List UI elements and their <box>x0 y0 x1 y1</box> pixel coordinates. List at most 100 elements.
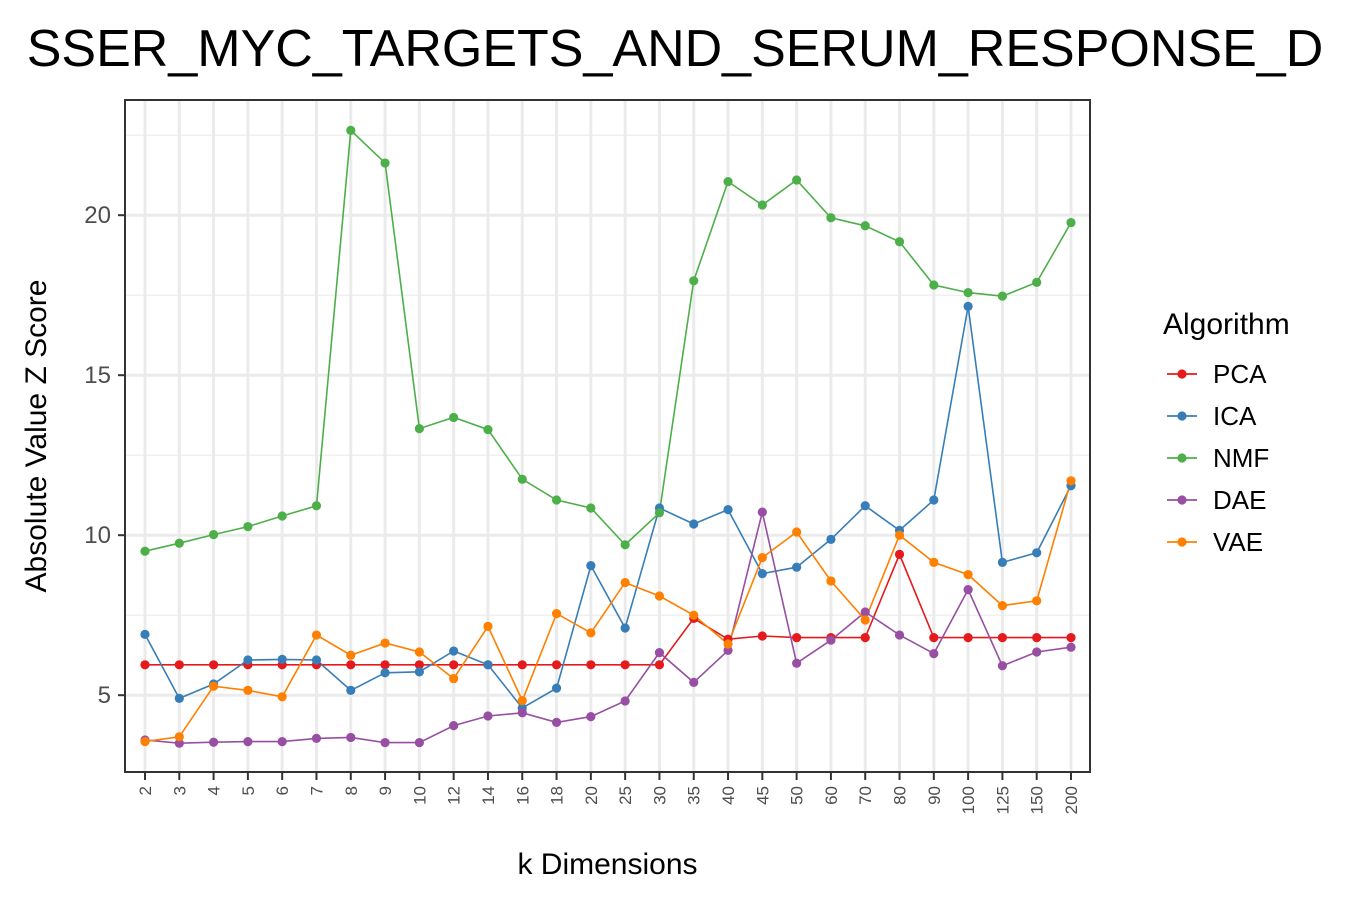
series-line-ica <box>144 306 1072 710</box>
data-point-vae <box>414 647 424 657</box>
y-axis-title: Absolute Value Z Score <box>20 280 53 593</box>
plot-panel-border <box>124 99 1091 773</box>
data-point-pca <box>414 660 424 670</box>
x-tick-label: 8 <box>342 786 361 795</box>
x-tick-label: 200 <box>1062 786 1081 814</box>
data-point-vae <box>860 615 870 625</box>
data-point-dae <box>792 658 802 668</box>
data-point-pca <box>140 660 150 670</box>
data-point-pca <box>208 660 219 670</box>
x-tick-label: 4 <box>205 786 224 795</box>
data-point-pca <box>174 660 184 670</box>
data-point-dae <box>1032 647 1042 657</box>
data-point-vae <box>277 692 287 702</box>
data-point-nmf <box>894 237 905 247</box>
x-axis-title: k Dimensions <box>517 848 697 881</box>
data-point-ica <box>826 534 836 544</box>
data-point-nmf <box>723 177 733 187</box>
data-point-pca <box>1066 633 1076 643</box>
x-tick-label: 90 <box>925 786 944 805</box>
data-point-dae <box>826 635 836 645</box>
data-point-nmf <box>311 501 322 511</box>
legend-key-point <box>1177 495 1187 505</box>
y-tick-label: 5 <box>98 682 111 709</box>
data-point-pca <box>551 660 562 670</box>
data-point-dae <box>174 738 184 748</box>
data-point-dae <box>723 645 733 656</box>
x-tick-label: 50 <box>788 786 807 805</box>
data-point-nmf <box>757 200 767 210</box>
data-point-vae <box>997 601 1008 611</box>
data-point-nmf <box>654 508 665 518</box>
data-point-ica <box>757 569 767 579</box>
legend-label-dae: DAE <box>1213 485 1266 515</box>
data-point-ica <box>551 683 562 693</box>
x-tick-label: 45 <box>753 786 772 805</box>
data-point-nmf <box>689 276 699 286</box>
data-point-vae <box>757 553 767 563</box>
x-tick-label: 100 <box>959 786 978 814</box>
data-point-nmf <box>586 503 596 513</box>
data-point-nmf <box>792 175 802 185</box>
data-point-nmf <box>929 280 939 290</box>
data-point-vae <box>894 530 905 540</box>
data-point-pca <box>860 633 870 643</box>
data-point-nmf <box>1066 217 1076 228</box>
data-point-nmf <box>1032 277 1042 287</box>
data-point-pca <box>654 660 665 670</box>
data-point-ica <box>723 505 733 515</box>
data-point-vae <box>208 681 219 691</box>
data-point-dae <box>1066 642 1076 652</box>
data-point-dae <box>449 721 459 731</box>
data-point-pca <box>997 633 1008 643</box>
data-point-dae <box>517 708 527 718</box>
legend-key-point <box>1177 369 1187 379</box>
x-tick-label: 70 <box>856 786 875 805</box>
data-point-ica <box>243 655 253 665</box>
data-point-dae <box>654 648 665 658</box>
x-tick-label: 125 <box>993 786 1012 814</box>
data-point-pca <box>346 660 356 670</box>
data-point-vae <box>689 610 699 620</box>
data-point-pca <box>380 660 390 670</box>
data-point-nmf <box>208 529 219 540</box>
data-point-vae <box>551 609 562 619</box>
chart-title: SSER_MYC_TARGETS_AND_SERUM_RESPONSE_D <box>27 20 1324 78</box>
data-point-ica <box>689 519 699 529</box>
data-point-ica <box>620 623 630 633</box>
data-point-dae <box>208 737 219 747</box>
data-point-pca <box>894 549 905 560</box>
data-point-ica <box>346 685 356 696</box>
data-point-dae <box>346 732 356 743</box>
data-point-ica <box>380 668 390 678</box>
data-point-ica <box>311 655 322 665</box>
data-point-nmf <box>620 540 630 550</box>
legend-label-vae: VAE <box>1213 527 1263 557</box>
legend-key-point <box>1177 411 1187 421</box>
data-point-pca <box>517 660 527 670</box>
x-tick-label: 35 <box>685 786 704 805</box>
data-point-vae <box>346 650 356 660</box>
data-point-pca <box>1032 633 1042 643</box>
data-point-ica <box>449 646 459 656</box>
legend-key-point <box>1177 453 1187 463</box>
x-tick-label: 2 <box>136 786 155 795</box>
x-tick-label: 25 <box>616 786 635 805</box>
x-tick-label: 80 <box>891 786 910 805</box>
data-point-pca <box>963 633 973 643</box>
data-point-vae <box>380 638 390 648</box>
data-point-vae <box>517 696 527 706</box>
data-point-nmf <box>963 288 973 298</box>
data-point-vae <box>586 628 596 638</box>
data-point-pca <box>757 631 767 641</box>
data-point-ica <box>586 561 596 571</box>
data-point-vae <box>654 591 665 601</box>
data-point-pca <box>792 633 802 643</box>
data-point-dae <box>483 711 493 721</box>
data-point-nmf <box>174 538 184 548</box>
data-point-dae <box>997 661 1008 671</box>
data-point-vae <box>311 630 322 640</box>
data-point-nmf <box>380 158 390 168</box>
data-point-vae <box>174 732 184 742</box>
